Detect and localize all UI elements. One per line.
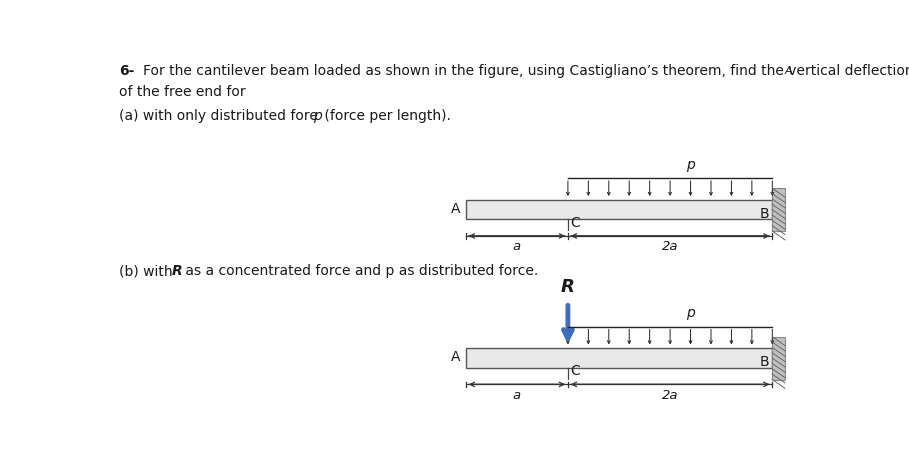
Text: (a) with only distributed fore: (a) with only distributed fore: [119, 109, 323, 123]
Bar: [773, 188, 785, 231]
Text: (force per length).: (force per length).: [320, 109, 451, 123]
Bar: [773, 337, 785, 380]
Text: For the cantilever beam loaded as shown in the figure, using Castigliano’s theor: For the cantilever beam loaded as shown …: [144, 64, 909, 78]
Text: (b) with: (b) with: [119, 264, 177, 278]
Text: A: A: [451, 202, 460, 216]
Text: p: p: [686, 158, 694, 172]
Bar: [465, 200, 773, 219]
Text: a: a: [513, 389, 521, 402]
Text: of the free end for: of the free end for: [119, 85, 246, 99]
Text: A: A: [784, 66, 792, 76]
Text: C: C: [571, 364, 581, 378]
Bar: [465, 348, 773, 368]
Text: R: R: [172, 264, 183, 278]
Text: 6-: 6-: [119, 64, 135, 78]
Text: R: R: [561, 278, 574, 296]
Text: 2a: 2a: [662, 389, 678, 402]
Text: A: A: [451, 350, 460, 364]
Text: a: a: [513, 240, 521, 253]
Text: p: p: [686, 306, 694, 320]
Text: B: B: [760, 355, 770, 369]
Text: p: p: [313, 109, 322, 123]
Text: C: C: [571, 216, 581, 230]
Text: as a concentrated force and p as distributed force.: as a concentrated force and p as distrib…: [181, 264, 538, 278]
Text: 2a: 2a: [662, 240, 678, 253]
Text: B: B: [760, 207, 770, 221]
